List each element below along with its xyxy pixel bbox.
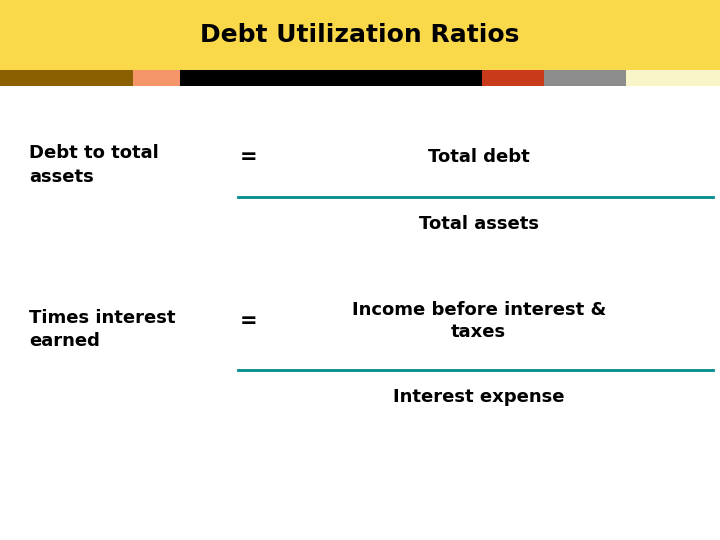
- Bar: [180, 70, 482, 86]
- Text: Debt Utilization Ratios: Debt Utilization Ratios: [200, 23, 520, 47]
- Bar: [482, 70, 544, 86]
- Text: Debt to total
assets: Debt to total assets: [29, 144, 158, 186]
- Bar: [0, 0, 720, 70]
- Text: Interest expense: Interest expense: [393, 388, 564, 406]
- Text: Total assets: Total assets: [419, 215, 539, 233]
- Text: Income before interest &
taxes: Income before interest & taxes: [351, 301, 606, 341]
- Bar: [133, 70, 180, 86]
- Text: =: =: [240, 311, 257, 332]
- Text: =: =: [240, 146, 257, 167]
- Bar: [544, 70, 626, 86]
- Bar: [626, 70, 720, 86]
- Text: Total debt: Total debt: [428, 147, 530, 166]
- Text: Times interest
earned: Times interest earned: [29, 308, 175, 350]
- Bar: [0, 70, 133, 86]
